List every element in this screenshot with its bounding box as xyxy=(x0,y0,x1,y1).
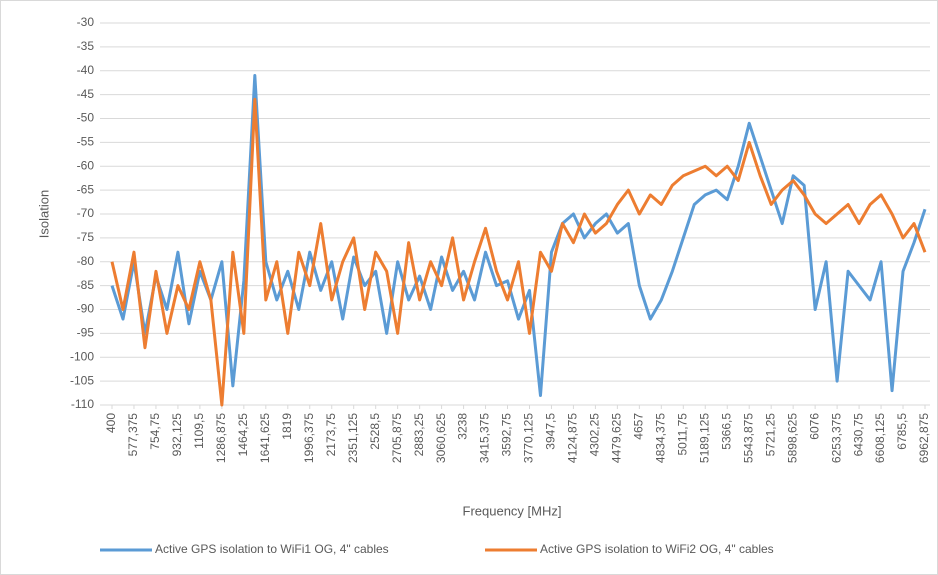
x-tick-label: 3238 xyxy=(456,413,470,440)
y-tick-label: -75 xyxy=(77,230,95,244)
y-tick-label: -80 xyxy=(77,254,95,268)
x-tick-label: 5189,125 xyxy=(697,413,711,463)
y-tick-label: -40 xyxy=(77,63,95,77)
y-tick-label: -110 xyxy=(71,397,94,411)
x-tick-label: 3947,5 xyxy=(544,413,558,450)
x-tick-label: 4834,375 xyxy=(653,413,667,463)
x-tick-label: 2528,5 xyxy=(368,413,382,450)
x-tick-label: 2351,125 xyxy=(346,413,360,463)
x-tick-label: 5898,625 xyxy=(785,413,799,463)
x-tick-label: 400 xyxy=(104,413,118,433)
x-tick-label: 4302,25 xyxy=(588,413,602,457)
x-tick-label: 5366,5 xyxy=(719,413,733,450)
y-tick-label: -55 xyxy=(77,135,95,149)
x-tick-label: 2883,25 xyxy=(412,413,426,457)
x-tick-label: 1286,875 xyxy=(214,413,228,463)
y-axis-title: Isolation xyxy=(36,190,51,238)
y-tick-label: -90 xyxy=(77,302,95,316)
x-tick-label: 1109,5 xyxy=(192,413,206,449)
x-tick-label: 6608,125 xyxy=(873,413,887,463)
series-line xyxy=(110,74,927,397)
x-tick-label: 6785,5 xyxy=(895,413,909,450)
x-tick-label: 3592,75 xyxy=(500,413,514,457)
x-tick-label: 5721,25 xyxy=(763,413,777,457)
y-tick-label: -105 xyxy=(70,373,94,387)
y-tick-label: -65 xyxy=(77,182,95,196)
y-tick-label: -70 xyxy=(77,206,95,220)
y-tick-label: -60 xyxy=(77,158,95,172)
x-tick-label: 1996,375 xyxy=(302,413,316,463)
y-tick-label: -85 xyxy=(77,278,95,292)
y-tick-label: -45 xyxy=(77,87,95,101)
x-tick-label: 6076 xyxy=(807,413,821,440)
x-tick-label: 1819 xyxy=(280,413,294,440)
x-tick-label: 4124,875 xyxy=(566,413,580,463)
y-tick-label: -30 xyxy=(77,15,95,29)
x-tick-label: 932,125 xyxy=(170,413,184,457)
x-tick-label: 6253,375 xyxy=(829,413,843,463)
x-tick-label: 6962,875 xyxy=(917,413,931,463)
x-tick-label: 5543,875 xyxy=(741,413,755,463)
y-tick-label: -100 xyxy=(70,349,94,363)
x-tick-label: 3415,375 xyxy=(478,413,492,463)
y-tick-label: -35 xyxy=(77,39,95,53)
y-tick-label: -95 xyxy=(77,326,95,340)
x-tick-label: 6430,75 xyxy=(851,413,865,457)
x-tick-label: 3770,125 xyxy=(522,413,536,463)
x-tick-label: 5011,75 xyxy=(675,413,689,456)
x-tick-label: 4479,625 xyxy=(610,413,624,463)
x-tick-label: 3060,625 xyxy=(434,413,448,463)
x-tick-label: 4657 xyxy=(632,413,646,440)
x-tick-label: 2705,875 xyxy=(390,413,404,463)
x-tick-label: 754,75 xyxy=(148,413,162,450)
x-tick-label: 1464,25 xyxy=(236,413,250,457)
x-tick-label: 577,375 xyxy=(126,413,140,457)
series-line xyxy=(110,97,927,407)
x-tick-label: 1641,625 xyxy=(258,413,272,463)
y-tick-label: -50 xyxy=(77,111,95,125)
legend-label: Active GPS isolation to WiFi1 OG, 4" cab… xyxy=(155,542,389,556)
legend-label: Active GPS isolation to WiFi2 OG, 4" cab… xyxy=(540,542,774,556)
x-axis-title: Frequency [MHz] xyxy=(463,503,562,518)
x-tick-label: 2173,75 xyxy=(324,413,338,457)
